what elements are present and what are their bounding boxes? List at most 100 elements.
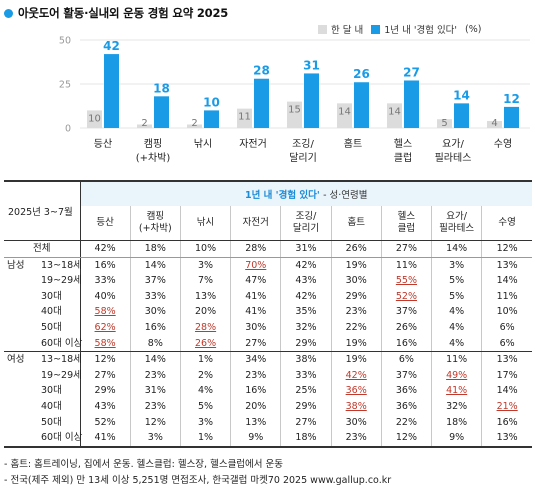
bar-year — [454, 103, 469, 128]
bar-month — [87, 110, 102, 128]
cell-value: 18% — [295, 432, 317, 444]
table-cell: 34% — [230, 351, 281, 368]
cell-value: 12% — [94, 354, 116, 366]
cell-value: 30% — [144, 306, 166, 318]
row-sub-label: 전체 — [33, 243, 51, 254]
cell-value: 62% — [94, 321, 116, 333]
row-sub-label: 30대 — [41, 290, 62, 302]
cell-value: 26% — [194, 337, 217, 349]
table-cell: 11% — [380, 257, 432, 274]
cell-value: 14% — [446, 243, 468, 254]
cell-value: 37% — [395, 306, 417, 318]
table-row: 40대 58% 30% 20% 41% 35% 23% 37% 4% 10% — [4, 304, 532, 320]
cell-value: 42% — [94, 243, 116, 254]
cell-value: 34% — [245, 354, 267, 366]
cell-value: 26% — [345, 243, 367, 254]
legend-item-month: 한 달 내 — [318, 22, 363, 36]
cell-value: 35% — [295, 306, 317, 318]
cell-value: 22% — [395, 416, 417, 428]
table-cell: 22% — [380, 414, 432, 431]
table-cell: 27% — [280, 414, 332, 431]
row-label: 30대 — [4, 288, 81, 305]
table-cell: 16% — [481, 414, 532, 431]
table-cell: 13% — [179, 288, 231, 305]
data-label-month: 14 — [338, 106, 351, 117]
table-cell: 37% — [380, 367, 432, 384]
table-row: 60대 이상 58% 8% 26% 27% 29% 19% 16% 4% 6% — [4, 335, 532, 353]
y-tick-label: 25 — [59, 80, 71, 91]
data-label-year: 14 — [453, 88, 470, 102]
table-cell: 6% — [380, 351, 432, 368]
table-cell: 5% — [431, 288, 482, 305]
table-cell: 5% — [431, 273, 482, 289]
bar-month — [187, 124, 202, 128]
table-cell: 22% — [330, 319, 382, 336]
table-cell: 41% — [80, 430, 131, 448]
row-label: 50대 — [4, 414, 81, 431]
cell-value: 40% — [94, 290, 116, 302]
table-cell: 47% — [230, 273, 281, 289]
cell-value: 23% — [245, 369, 267, 381]
cell-value: 41% — [446, 385, 468, 397]
table-year-label: 2025년 3~7월 — [4, 180, 81, 241]
row-label: 40대 — [4, 304, 81, 320]
table-cell: 4% — [431, 335, 482, 353]
cell-value: 18% — [144, 243, 166, 254]
bar-year — [104, 54, 119, 128]
cell-value: 36% — [345, 385, 367, 397]
cell-value: 31% — [144, 385, 166, 397]
table-cell: 36% — [380, 398, 432, 415]
table-cell: 32% — [431, 398, 482, 415]
table-cell: 58% — [80, 304, 130, 320]
table-cell: 41% — [230, 304, 281, 320]
data-label-month: 4 — [491, 118, 497, 129]
table-cell: 32% — [280, 319, 332, 336]
row-sub-label: 19~29세 — [41, 369, 82, 381]
cell-value: 9% — [449, 432, 465, 444]
row-group-label: 여성 — [7, 354, 25, 366]
table-cell: 14% — [129, 351, 181, 368]
cell-value: 13% — [496, 259, 518, 271]
table-cell: 14% — [481, 273, 532, 289]
table-cell: 42% — [80, 240, 131, 258]
row-label: 여성 13~18세 — [4, 351, 82, 368]
cell-value: 38% — [295, 354, 317, 366]
table-column-header: 낚시 — [179, 206, 231, 241]
cell-value: 27% — [295, 416, 317, 428]
cell-value: 38% — [345, 400, 367, 412]
table-column-header: 헬스 클럽 — [380, 206, 432, 241]
row-sub-label: 50대 — [41, 416, 62, 428]
table-cell: 4% — [431, 304, 482, 320]
x-tick-label: 캠핑 — [144, 138, 162, 150]
table-cell: 18% — [431, 414, 482, 431]
table-column-headers: 등산 캠핑 (+차박) 낚시 자전거 조깅/달리기 홈트 헬스 클럽 요가/필라테스 수영 — [4, 206, 532, 241]
cell-value: 26% — [395, 321, 417, 333]
bar-year — [354, 82, 369, 128]
x-tick-label: 달리기 — [289, 152, 317, 164]
cell-value: 13% — [245, 416, 267, 428]
table-cell: 16% — [129, 319, 181, 336]
cell-value: 5% — [449, 290, 465, 302]
cell-value: 17% — [496, 369, 518, 381]
y-tick-label: 50 — [59, 36, 71, 47]
cell-value: 11% — [496, 290, 518, 302]
cell-value: 16% — [245, 385, 267, 397]
bar-year — [154, 96, 169, 128]
bar-year — [254, 78, 269, 128]
table-cell: 23% — [129, 398, 181, 415]
table-cell: 23% — [330, 430, 382, 448]
bar-month — [487, 120, 502, 128]
cell-value: 30% — [245, 321, 267, 333]
row-label: 19~29세 — [4, 273, 82, 289]
cell-value: 23% — [345, 306, 367, 318]
table-cell: 33% — [80, 273, 130, 289]
table-cell: 11% — [481, 288, 532, 305]
cell-value: 3% — [198, 259, 214, 271]
x-tick-label: 필라테스 — [435, 152, 472, 164]
table-cell: 14% — [431, 240, 482, 258]
legend-label-month: 한 달 내 — [331, 25, 364, 36]
data-label-year: 28 — [253, 64, 270, 78]
cell-value: 19% — [345, 259, 367, 271]
table-cell: 40% — [80, 289, 130, 305]
cell-value: 37% — [144, 275, 166, 287]
